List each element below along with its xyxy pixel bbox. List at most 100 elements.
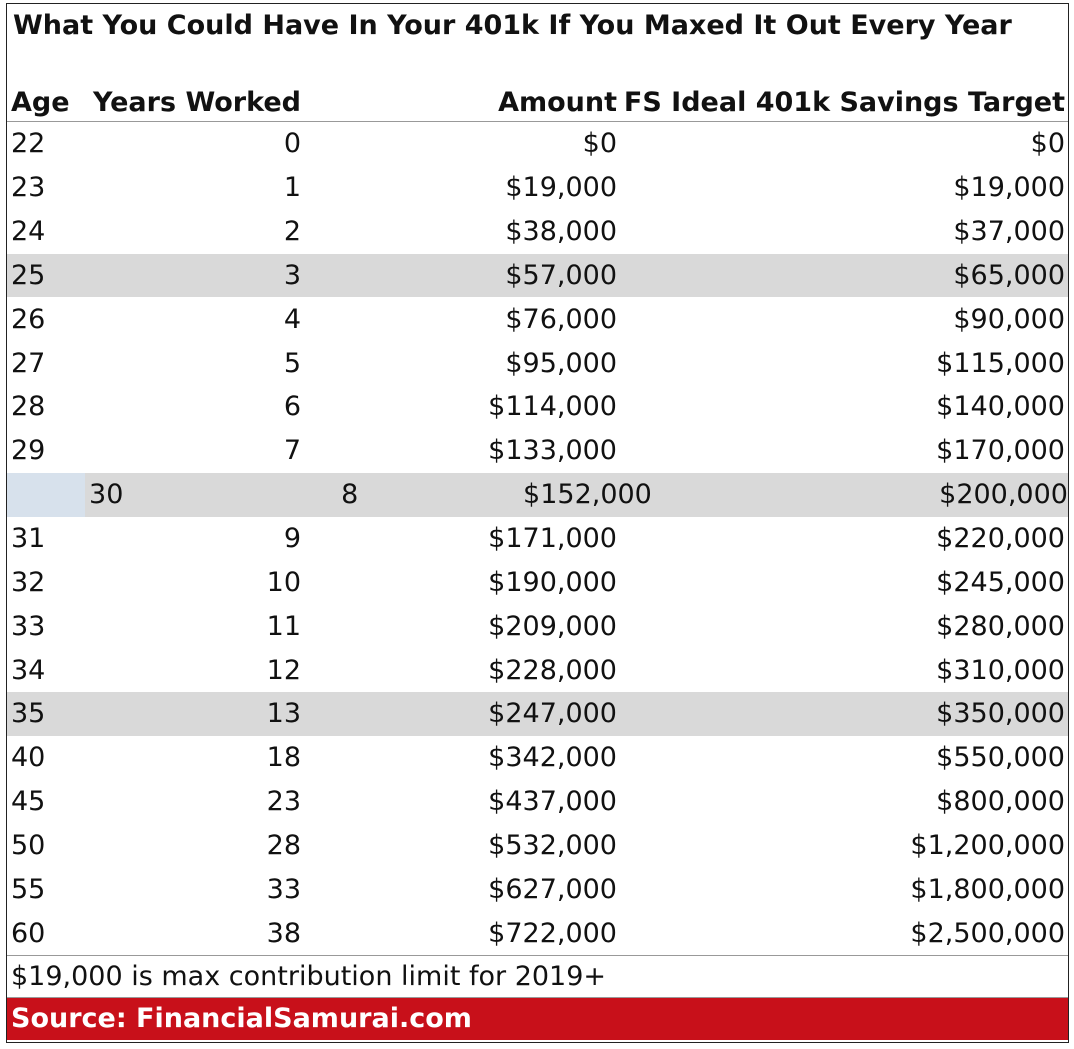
amount-cell[interactable]: $722,000: [488, 917, 617, 949]
footnote[interactable]: $19,000 is max contribution limit for 20…: [7, 955, 1068, 999]
target-cell[interactable]: $115,000: [936, 347, 1065, 379]
table-row: 27 5 $95,000 $115,000: [7, 341, 1068, 385]
target-cell[interactable]: $280,000: [936, 610, 1065, 642]
years-worked-cell[interactable]: 11: [266, 610, 301, 642]
age-cell[interactable]: 22: [11, 128, 46, 160]
years-worked-cell[interactable]: 10: [266, 566, 301, 598]
table-row: 22 0 $0 $0: [7, 122, 1068, 166]
years-worked-cell[interactable]: 5: [283, 347, 301, 379]
table-row: 40 18 $342,000 $550,000: [7, 736, 1068, 780]
age-cell[interactable]: 50: [11, 829, 46, 861]
age-cell[interactable]: 30: [89, 479, 124, 511]
age-cell[interactable]: 60: [11, 917, 46, 949]
years-worked-cell[interactable]: 33: [266, 873, 301, 905]
years-worked-cell[interactable]: 3: [283, 259, 301, 291]
age-cell[interactable]: 55: [11, 873, 46, 905]
amount-cell[interactable]: $114,000: [488, 391, 617, 423]
target-cell[interactable]: $350,000: [936, 698, 1065, 730]
table-row: 55 33 $627,000 $1,800,000: [7, 867, 1068, 911]
amount-cell[interactable]: $247,000: [488, 698, 617, 730]
age-cell[interactable]: 23: [11, 172, 46, 204]
amount-cell[interactable]: $19,000: [505, 172, 617, 204]
target-cell[interactable]: $2,500,000: [910, 917, 1065, 949]
target-cell[interactable]: $0: [1030, 128, 1065, 160]
amount-cell[interactable]: $627,000: [488, 873, 617, 905]
target-cell[interactable]: $550,000: [936, 742, 1065, 774]
header-row: Age Years Worked Amount FS Ideal 401k Sa…: [7, 80, 1068, 122]
years-worked-cell[interactable]: 7: [283, 435, 301, 467]
age-cell[interactable]: 40: [11, 742, 46, 774]
target-cell[interactable]: $1,200,000: [910, 829, 1065, 861]
age-cell[interactable]: 27: [11, 347, 46, 379]
age-cell[interactable]: 35: [11, 698, 46, 730]
age-cell[interactable]: 33: [11, 610, 46, 642]
years-worked-cell[interactable]: 0: [283, 128, 301, 160]
years-worked-cell[interactable]: 1: [283, 172, 301, 204]
age-cell[interactable]: 31: [11, 523, 46, 555]
amount-cell[interactable]: $152,000: [523, 479, 652, 511]
target-cell[interactable]: $65,000: [953, 259, 1065, 291]
target-cell[interactable]: $170,000: [936, 435, 1065, 467]
amount-cell[interactable]: $0: [582, 128, 617, 160]
years-worked-cell[interactable]: 4: [283, 303, 301, 335]
table-row: 33 11 $209,000 $280,000: [7, 604, 1068, 648]
years-worked-cell[interactable]: 38: [266, 917, 301, 949]
target-cell[interactable]: $200,000: [939, 479, 1068, 511]
table-title: What You Could Have In Your 401k If You …: [13, 10, 1012, 41]
target-cell[interactable]: $19,000: [953, 172, 1065, 204]
years-worked-cell[interactable]: 13: [266, 698, 301, 730]
amount-cell[interactable]: $133,000: [488, 435, 617, 467]
target-cell[interactable]: $140,000: [936, 391, 1065, 423]
amount-cell[interactable]: $76,000: [505, 303, 617, 335]
table-row: 25 3 $57,000 $65,000: [7, 253, 1068, 298]
table-row: 35 13 $247,000 $350,000: [7, 691, 1068, 736]
age-cell[interactable]: 34: [11, 654, 46, 686]
age-cell[interactable]: 26: [11, 303, 46, 335]
header-amount[interactable]: Amount: [498, 87, 617, 118]
years-worked-cell[interactable]: 2: [283, 216, 301, 248]
table-row: 28 6 $114,000 $140,000: [7, 385, 1068, 429]
age-cell[interactable]: 29: [11, 435, 46, 467]
blank-row: [7, 48, 1068, 80]
age-cell[interactable]: 45: [11, 786, 46, 818]
amount-cell[interactable]: $95,000: [505, 347, 617, 379]
amount-cell[interactable]: $342,000: [488, 742, 617, 774]
target-cell[interactable]: $90,000: [953, 303, 1065, 335]
age-cell[interactable]: 32: [11, 566, 46, 598]
amount-cell[interactable]: $38,000: [505, 216, 617, 248]
table-row: 26 4 $76,000 $90,000: [7, 297, 1068, 341]
age-cell[interactable]: 24: [11, 216, 46, 248]
target-cell[interactable]: $800,000: [936, 786, 1065, 818]
age-cell[interactable]: 28: [11, 391, 46, 423]
age-cell[interactable]: 25: [11, 259, 46, 291]
years-worked-cell[interactable]: 23: [266, 786, 301, 818]
amount-cell[interactable]: $209,000: [488, 610, 617, 642]
header-years-worked[interactable]: Years Worked: [93, 87, 301, 118]
target-cell[interactable]: $1,800,000: [910, 873, 1065, 905]
years-worked-cell[interactable]: 28: [266, 829, 301, 861]
amount-cell[interactable]: $532,000: [488, 829, 617, 861]
table-row: 45 23 $437,000 $800,000: [7, 780, 1068, 824]
years-worked-cell[interactable]: 18: [266, 742, 301, 774]
table-row: 50 28 $532,000 $1,200,000: [7, 824, 1068, 868]
table-row: 29 7 $133,000 $170,000: [7, 429, 1068, 473]
amount-cell[interactable]: $437,000: [488, 786, 617, 818]
years-worked-cell[interactable]: 9: [283, 523, 301, 555]
target-cell[interactable]: $37,000: [953, 216, 1065, 248]
table-row: 31 9 $171,000 $220,000: [7, 517, 1068, 561]
source-banner[interactable]: Source: FinancialSamurai.com: [7, 998, 1068, 1041]
target-cell[interactable]: $220,000: [936, 523, 1065, 555]
header-target[interactable]: FS Ideal 401k Savings Target: [623, 87, 1065, 118]
amount-cell[interactable]: $228,000: [488, 654, 617, 686]
target-cell[interactable]: $245,000: [936, 566, 1065, 598]
table-row: 60 38 $722,000 $2,500,000: [7, 911, 1068, 955]
years-worked-cell[interactable]: 6: [283, 391, 301, 423]
table-row: 34 12 $228,000 $310,000: [7, 648, 1068, 692]
amount-cell[interactable]: $171,000: [488, 523, 617, 555]
amount-cell[interactable]: $190,000: [488, 566, 617, 598]
amount-cell[interactable]: $57,000: [505, 259, 617, 291]
header-age[interactable]: Age: [11, 87, 70, 118]
years-worked-cell[interactable]: 12: [266, 654, 301, 686]
years-worked-cell[interactable]: 8: [341, 479, 359, 511]
target-cell[interactable]: $310,000: [936, 654, 1065, 686]
